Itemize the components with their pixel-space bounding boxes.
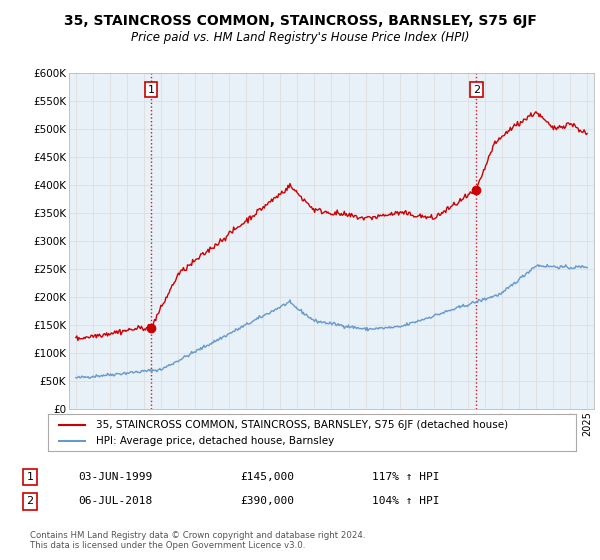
Text: 03-JUN-1999: 03-JUN-1999 (78, 472, 152, 482)
Text: 06-JUL-2018: 06-JUL-2018 (78, 496, 152, 506)
Text: 2: 2 (26, 496, 34, 506)
Text: Contains HM Land Registry data © Crown copyright and database right 2024.
This d: Contains HM Land Registry data © Crown c… (30, 531, 365, 550)
Text: 1: 1 (148, 85, 155, 95)
Text: Price paid vs. HM Land Registry's House Price Index (HPI): Price paid vs. HM Land Registry's House … (131, 31, 469, 44)
Text: 1: 1 (26, 472, 34, 482)
Text: 104% ↑ HPI: 104% ↑ HPI (372, 496, 439, 506)
Text: £145,000: £145,000 (240, 472, 294, 482)
Text: 117% ↑ HPI: 117% ↑ HPI (372, 472, 439, 482)
Text: 35, STAINCROSS COMMON, STAINCROSS, BARNSLEY, S75 6JF: 35, STAINCROSS COMMON, STAINCROSS, BARNS… (64, 14, 536, 28)
Text: 2: 2 (473, 85, 480, 95)
Text: 35, STAINCROSS COMMON, STAINCROSS, BARNSLEY, S75 6JF (detached house): 35, STAINCROSS COMMON, STAINCROSS, BARNS… (95, 419, 508, 430)
Text: £390,000: £390,000 (240, 496, 294, 506)
Text: HPI: Average price, detached house, Barnsley: HPI: Average price, detached house, Barn… (95, 436, 334, 446)
